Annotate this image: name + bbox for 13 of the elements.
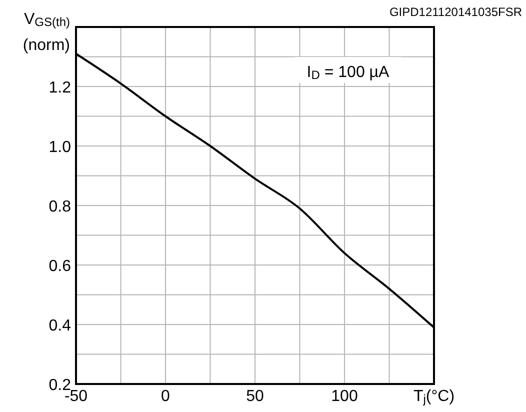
x-tick-label: 0	[161, 388, 170, 405]
x-tick-label: 100	[331, 388, 358, 405]
y-tick-label: 0.8	[48, 198, 72, 216]
text: GIPD121120141035FSR	[389, 5, 522, 19]
y-tick-label: 0.6	[48, 258, 72, 275]
y-axis-title: V$_{GS(th)}$ (norm)	[22, 11, 70, 54]
y-tick-label: 0.2	[48, 377, 72, 394]
y-tick-label: 1.2	[48, 80, 72, 96]
x-axis-title: T$_{j}$(°C)	[413, 388, 455, 406]
x-tick-label: 50	[246, 388, 264, 405]
annotation: I$_{D}$ = 100 µA	[306, 64, 390, 82]
y-tick-label: 0.4	[48, 318, 72, 334]
y-tick-label: 1.0	[48, 139, 72, 156]
